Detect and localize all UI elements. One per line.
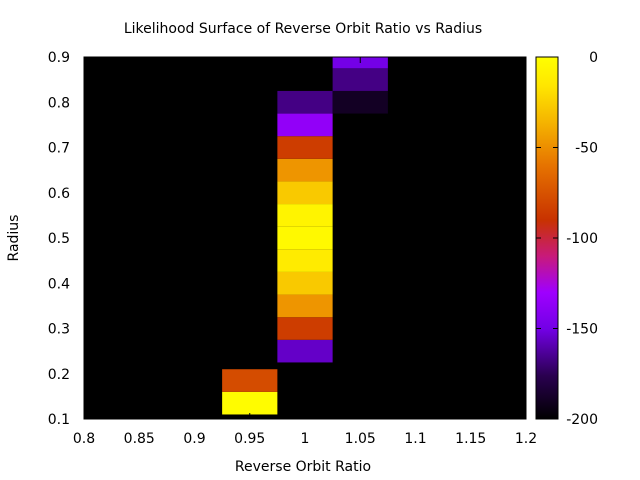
x-tick-label: 0.8 (73, 431, 95, 447)
y-tick-label: 0.4 (48, 276, 70, 292)
heatmap-cell (277, 204, 333, 227)
x-axis-label: Reverse Orbit Ratio (235, 459, 371, 475)
y-tick-label: 0.7 (48, 141, 70, 157)
y-tick-label: 0.2 (48, 367, 70, 383)
y-axis-label: Radius (6, 215, 22, 262)
x-tick-label: 1.05 (345, 431, 376, 447)
heatmap-cell (277, 181, 333, 205)
heatmap-cell (277, 136, 333, 159)
x-tick-label: 1 (301, 431, 310, 447)
colorbar-tick-label: -50 (575, 141, 598, 157)
heatmap-cell (222, 391, 278, 415)
heatmap-cells (222, 57, 388, 415)
colorbar-ticks: 0 -50 -100 -150 -200 (536, 50, 598, 428)
heatmap-cell (277, 226, 333, 250)
chart-title: Likelihood Surface of Reverse Orbit Rati… (124, 21, 482, 37)
heatmap-cell (277, 249, 333, 272)
heatmap-cell (277, 271, 333, 295)
heatmap-cell (332, 68, 388, 91)
colorbar-tick-label: -150 (566, 322, 598, 338)
heatmap-cell (277, 294, 333, 318)
heatmap-cell (277, 339, 333, 363)
x-tick-label: 1.1 (404, 431, 426, 447)
heatmap-cell (277, 158, 333, 182)
y-tick-label: 0.8 (48, 95, 70, 111)
x-tick-label: 0.9 (183, 431, 205, 447)
heatmap-cell (277, 90, 333, 114)
x-tick-label: 1.15 (455, 431, 486, 447)
x-tick-label: 1.2 (515, 431, 537, 447)
heatmap-cell (277, 317, 333, 340)
colorbar-tick-label: -200 (566, 412, 598, 428)
x-tick-label: 0.95 (234, 431, 265, 447)
y-tick-label: 0.9 (48, 50, 70, 66)
y-axis-ticks: 0.1 0.2 0.3 0.4 0.5 0.6 0.7 0.8 0.9 (48, 50, 526, 428)
heatmap-cell (332, 90, 388, 114)
colorbar-tick-label: -100 (566, 231, 598, 247)
y-tick-label: 0.5 (48, 231, 70, 247)
y-tick-label: 0.6 (48, 186, 70, 202)
colorbar-tick-label: 0 (589, 50, 598, 66)
y-tick-label: 0.1 (48, 412, 70, 428)
y-tick-label: 0.3 (48, 322, 70, 338)
x-axis-ticks: 0.8 0.85 0.9 0.95 1 1.05 1.1 1.15 1.2 (73, 57, 537, 447)
heatmap-cell (222, 369, 278, 392)
x-tick-label: 0.85 (124, 431, 155, 447)
heatmap-cell (277, 113, 333, 137)
